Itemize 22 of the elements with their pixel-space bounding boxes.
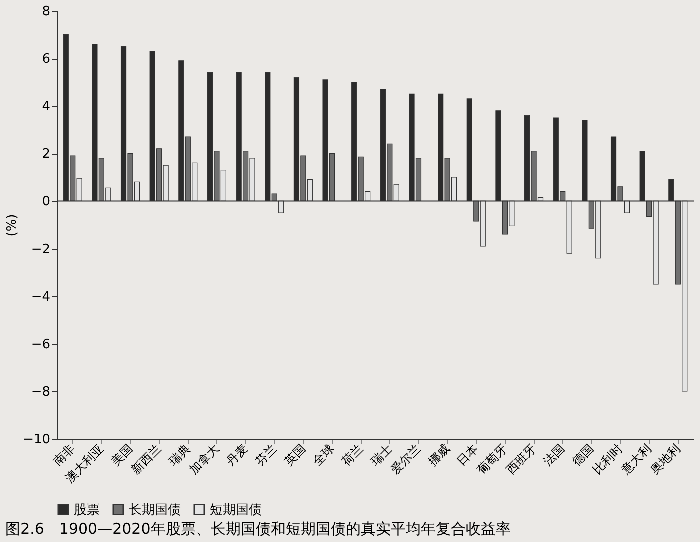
y-tick-label: −4: [31, 290, 50, 305]
y-axis-title: (%): [5, 214, 20, 237]
y-tick-label: 8: [42, 4, 50, 20]
x-tick-label: 英国: [282, 442, 308, 468]
y-tick-label: 4: [42, 100, 50, 115]
y-tick-label: −2: [31, 242, 50, 258]
y-tick-label: 2: [42, 147, 50, 162]
y-tick-label: 6: [42, 52, 50, 68]
y-tick-label: −10: [23, 432, 50, 448]
x-tick-label: 荷兰: [339, 442, 366, 468]
x-tick-label: 丹麦: [224, 442, 251, 468]
y-tick-label: −8: [31, 384, 50, 400]
y-tick-label: 0: [42, 194, 50, 210]
x-tick-label: 挪威: [426, 442, 453, 468]
legend-label: 长期国债: [129, 502, 181, 518]
x-tick-label: 法国: [540, 442, 568, 468]
legend-label: 股票: [74, 502, 100, 518]
text: 图2.6 1900—2020年股票、长期国债和短期国债的真实平均年复合收益率: [6, 520, 511, 538]
x-tick-label: 全球: [310, 442, 338, 468]
y-tick-label: −6: [31, 337, 50, 352]
x-tick-label: 芬兰: [252, 442, 280, 468]
legend-label: 短期国债: [210, 502, 262, 518]
